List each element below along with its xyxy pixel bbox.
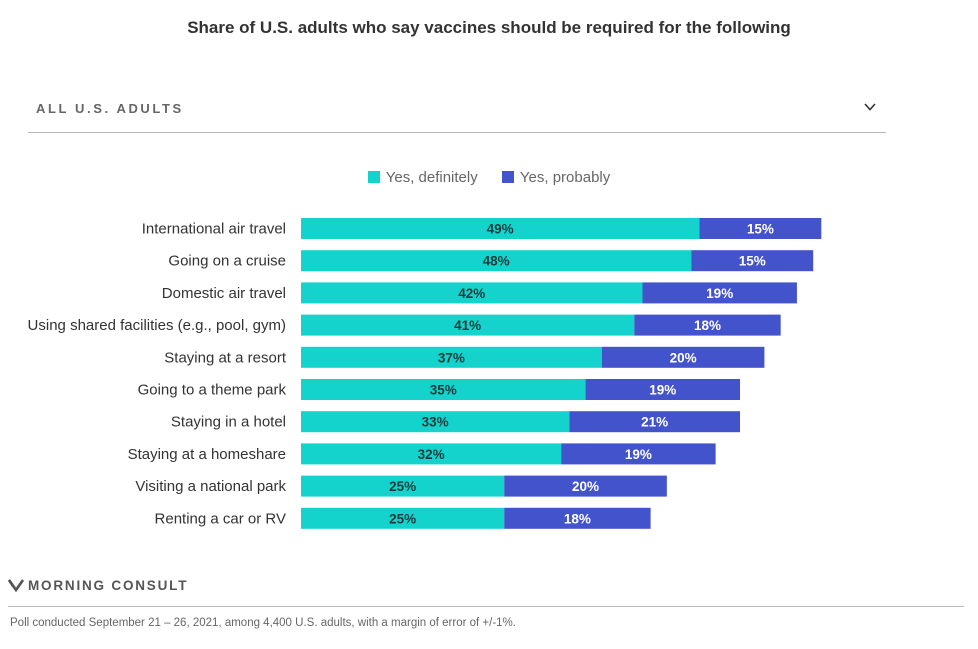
data-label-definitely: 35% — [430, 383, 457, 398]
bar-segment-definitely[interactable] — [301, 346, 602, 368]
brand-logo: MORNING CONSULT — [8, 576, 188, 594]
legend-swatch-definitely — [367, 170, 380, 183]
audience-dropdown[interactable]: ALL U.S. ADULTS — [28, 90, 886, 133]
chart-title: Share of U.S. adults who say vaccines sh… — [187, 18, 791, 37]
legend-item-definitely[interactable]: Yes, definitely — [367, 168, 478, 186]
bar-segment-probably[interactable] — [561, 443, 716, 465]
data-label-definitely: 42% — [458, 286, 485, 301]
data-label-definitely: 25% — [389, 479, 416, 494]
bar-segment-probably[interactable] — [504, 475, 667, 497]
legend: Yes, definitely Yes, probably — [0, 168, 978, 186]
category-label: Renting a car or RV — [155, 510, 286, 527]
bar-segment-probably[interactable] — [699, 218, 822, 239]
data-label-probably: 20% — [572, 479, 599, 494]
data-label-definitely: 37% — [438, 350, 465, 365]
data-label-probably: 19% — [706, 286, 733, 301]
data-label-definitely: 32% — [418, 447, 445, 462]
bar-segment-definitely[interactable] — [301, 443, 562, 465]
category-label: Staying at a homeshare — [128, 446, 286, 463]
legend-swatch-probably — [501, 170, 514, 183]
stacked-bar-chart: International air travel 49% 15% Going on a… — [28, 218, 822, 529]
bar-segment-definitely[interactable] — [301, 282, 643, 304]
data-label-definitely: 41% — [454, 318, 481, 333]
data-label-definitely: 33% — [422, 415, 449, 430]
category-label: Using shared facilities (e.g., pool, gym… — [28, 317, 286, 334]
bar-segment-probably[interactable] — [634, 314, 781, 336]
data-label-probably: 15% — [747, 222, 774, 237]
morning-consult-logo-icon — [8, 579, 24, 592]
footer-divider — [8, 606, 964, 607]
data-label-probably: 19% — [625, 447, 652, 462]
category-label: Going on a cruise — [168, 253, 286, 270]
data-label-definitely: 49% — [487, 222, 514, 237]
chevron-down-icon[interactable] — [862, 99, 878, 115]
bar-segment-definitely[interactable] — [301, 250, 692, 272]
bar-segment-probably[interactable] — [691, 250, 814, 272]
bar-segment-probably[interactable] — [601, 346, 765, 368]
data-label-probably: 19% — [649, 383, 676, 398]
bar-segment-probably[interactable] — [642, 282, 797, 304]
category-label: Staying in a hotel — [171, 414, 286, 431]
bar-segment-definitely[interactable] — [301, 507, 505, 529]
category-label: International air travel — [142, 221, 286, 238]
data-label-probably: 20% — [670, 350, 697, 365]
category-label: Staying at a resort — [164, 349, 287, 366]
bar-segment-probably[interactable] — [569, 411, 741, 433]
dropdown-selected-value: ALL U.S. ADULTS — [36, 101, 184, 116]
data-label-definitely: 25% — [389, 511, 416, 526]
legend-label-probably: Yes, probably — [519, 168, 611, 186]
category-label: Going to a theme park — [138, 382, 287, 399]
logo-text: MORNING CONSULT — [28, 577, 189, 593]
bar-segment-definitely[interactable] — [301, 314, 635, 336]
bar-segment-probably[interactable] — [504, 507, 651, 529]
bar-segment-definitely[interactable] — [301, 411, 570, 433]
bar-segment-definitely[interactable] — [301, 475, 505, 497]
data-label-probably: 15% — [739, 254, 766, 269]
bar-segment-definitely[interactable] — [301, 218, 700, 239]
bar-segment-definitely[interactable] — [301, 379, 586, 400]
data-label-probably: 18% — [564, 511, 591, 526]
bar-segment-probably[interactable] — [585, 379, 741, 400]
category-label: Visiting a national park — [135, 478, 286, 495]
data-label-probably: 21% — [641, 415, 668, 430]
footnote: Poll conducted September 21 – 26, 2021, … — [10, 617, 516, 629]
legend-label-definitely: Yes, definitely — [385, 168, 478, 186]
data-label-definitely: 48% — [483, 254, 510, 269]
category-label: Domestic air travel — [162, 285, 286, 302]
data-label-probably: 18% — [694, 318, 721, 333]
legend-item-probably[interactable]: Yes, probably — [501, 168, 611, 186]
